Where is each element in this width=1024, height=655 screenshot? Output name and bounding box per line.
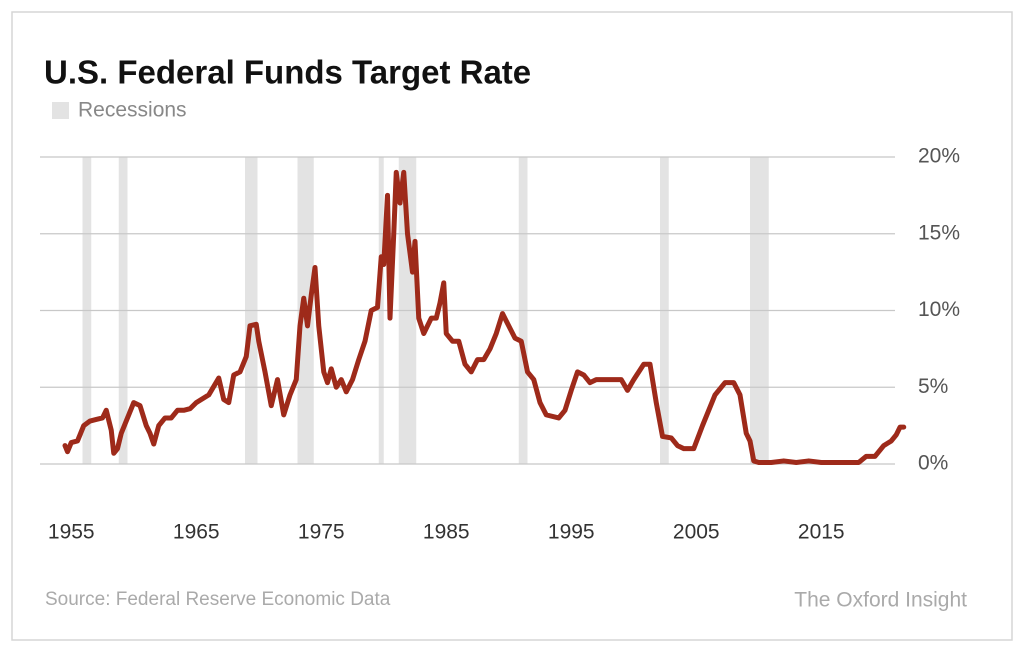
y-tick-label: 20%	[918, 145, 960, 168]
x-tick-label: 1975	[298, 521, 345, 544]
x-tick-label: 1995	[548, 521, 595, 544]
legend-label: Recessions	[78, 99, 187, 122]
x-tick-label: 1985	[423, 521, 470, 544]
card	[11, 11, 1013, 641]
x-tick-label: 2005	[673, 521, 720, 544]
y-tick-label: 5%	[918, 375, 948, 398]
chart-title: U.S. Federal Funds Target Rate	[44, 54, 531, 91]
line	[62, 169, 907, 465]
legend-swatch	[52, 102, 69, 119]
y-tick-label: 10%	[918, 298, 960, 321]
y-tick-label: 15%	[918, 221, 960, 244]
x-tick-label: 2015	[798, 521, 845, 544]
source: Source: Federal Reserve Economic Data	[45, 589, 391, 610]
x-tick-label: 1955	[48, 521, 95, 544]
brand: The Oxford Insight	[794, 589, 967, 612]
x-tick-label: 1965	[173, 521, 220, 544]
y-tick-label: 0%	[918, 452, 948, 475]
